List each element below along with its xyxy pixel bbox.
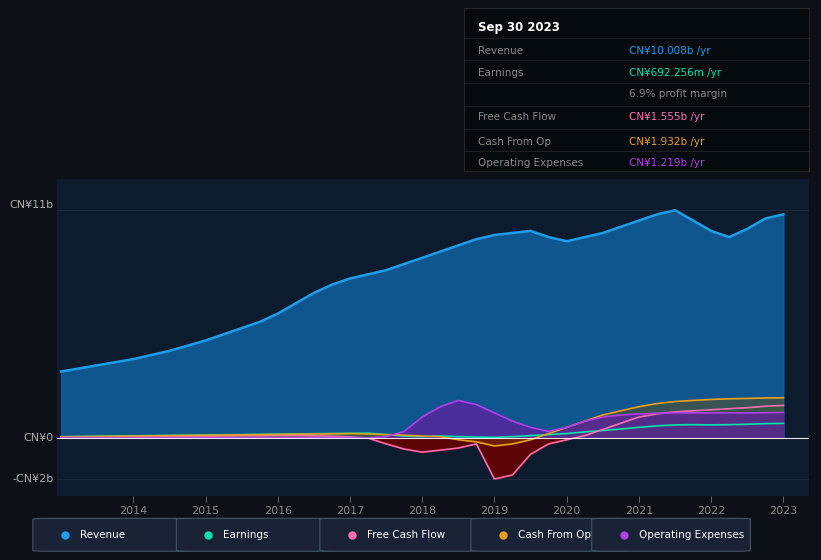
Text: Cash From Op: Cash From Op <box>518 530 591 540</box>
Text: Revenue: Revenue <box>80 530 125 540</box>
Text: Operating Expenses: Operating Expenses <box>478 158 583 167</box>
Text: CN¥11b: CN¥11b <box>10 200 53 210</box>
Text: CN¥0: CN¥0 <box>24 433 53 443</box>
Text: Free Cash Flow: Free Cash Flow <box>478 112 556 122</box>
Text: Earnings: Earnings <box>223 530 268 540</box>
Text: CN¥1.555b /yr: CN¥1.555b /yr <box>630 112 704 122</box>
FancyBboxPatch shape <box>471 519 630 551</box>
FancyBboxPatch shape <box>320 519 479 551</box>
FancyBboxPatch shape <box>592 519 750 551</box>
Text: CN¥692.256m /yr: CN¥692.256m /yr <box>630 68 722 78</box>
FancyBboxPatch shape <box>33 519 191 551</box>
Text: CN¥10.008b /yr: CN¥10.008b /yr <box>630 45 711 55</box>
Text: 6.9% profit margin: 6.9% profit margin <box>630 90 727 100</box>
FancyBboxPatch shape <box>177 519 335 551</box>
Text: CN¥1.932b /yr: CN¥1.932b /yr <box>630 137 704 147</box>
Text: Free Cash Flow: Free Cash Flow <box>367 530 445 540</box>
Text: Earnings: Earnings <box>478 68 523 78</box>
Text: Revenue: Revenue <box>478 45 523 55</box>
Text: -CN¥2b: -CN¥2b <box>12 474 53 484</box>
Text: Sep 30 2023: Sep 30 2023 <box>478 21 560 34</box>
Text: CN¥1.219b /yr: CN¥1.219b /yr <box>630 158 704 167</box>
Text: Cash From Op: Cash From Op <box>478 137 551 147</box>
Text: Operating Expenses: Operating Expenses <box>639 530 744 540</box>
